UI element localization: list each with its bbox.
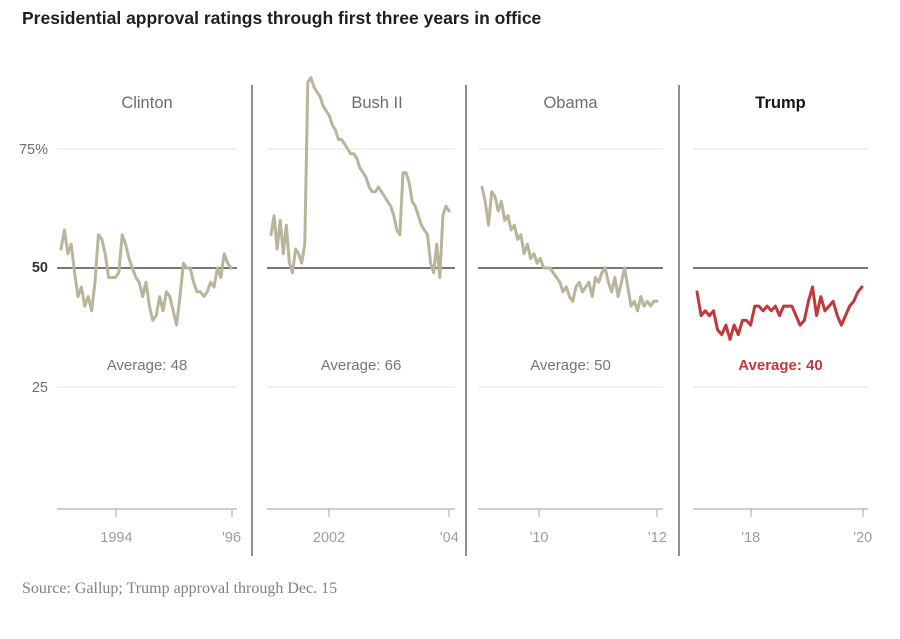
panel-divider	[251, 85, 253, 556]
x-tick-label: '18	[741, 530, 761, 546]
president-panel-clinton	[57, 148, 237, 517]
approval-line	[59, 228, 233, 327]
president-panel-bush-ii	[267, 76, 455, 517]
average-label: Average: 40	[738, 357, 823, 374]
source-note: Source: Gallup; Trump approval through D…	[22, 580, 338, 597]
y-axis-label-75: 75%	[18, 142, 48, 158]
president-panel-trump	[693, 148, 868, 517]
panel-title: Obama	[543, 94, 598, 112]
approval-line	[480, 185, 659, 313]
y-axis-label-50: 50	[31, 260, 48, 276]
panel-title: Bush II	[351, 94, 403, 112]
panel-title: Clinton	[121, 94, 173, 112]
x-tick-label: '04	[439, 530, 459, 546]
panel-title: Trump	[755, 94, 806, 112]
x-tick-label: 2002	[312, 530, 346, 546]
panel-divider	[465, 85, 467, 556]
x-tick-label: '96	[222, 530, 242, 546]
x-tick-label: '20	[853, 530, 873, 546]
president-panel-obama	[478, 148, 663, 517]
x-tick-label: '12	[647, 530, 667, 546]
chart-title: Presidential approval ratings through fi…	[22, 8, 542, 28]
average-label: Average: 50	[530, 357, 611, 374]
average-label: Average: 66	[320, 357, 402, 374]
approval-line	[269, 76, 451, 279]
panel-divider	[678, 85, 680, 556]
x-tick-label: '10	[529, 530, 549, 546]
average-label: Average: 48	[106, 357, 188, 374]
approval-line	[695, 285, 864, 341]
y-axis-label-25: 25	[31, 380, 48, 396]
x-tick-label: 1994	[100, 530, 133, 546]
